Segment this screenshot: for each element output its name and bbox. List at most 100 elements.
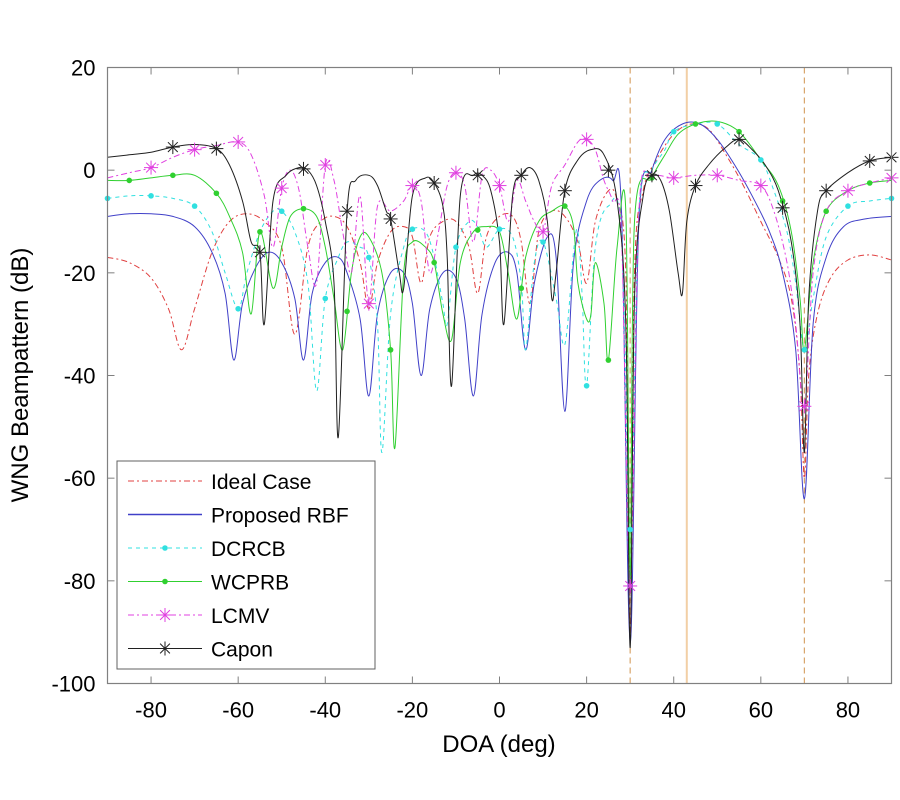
marker-wcprb: [562, 203, 568, 209]
legend-marker: [162, 545, 168, 551]
marker-lcmv: [797, 399, 812, 414]
marker-dcrcb: [409, 226, 416, 232]
marker-capon: [296, 161, 311, 176]
marker-capon: [383, 211, 398, 226]
marker-lcmv: [318, 158, 333, 173]
marker-lcmv: [492, 178, 507, 193]
legend-entry-wcprb: WCPRB: [128, 572, 289, 595]
series-line-ideal-case: [107, 123, 892, 633]
marker-wcprb: [300, 205, 307, 212]
marker-lcmv: [187, 142, 202, 157]
marker-lcmv: [666, 170, 681, 185]
marker-capon: [601, 163, 616, 178]
marker-capon: [340, 204, 355, 219]
series-line-proposed-rbf: [107, 121, 892, 643]
marker-dcrcb: [758, 157, 764, 163]
legend-entry-proposed-rbf: Proposed RBF: [128, 505, 349, 528]
x-tick-labels: -80 -60 -40 -20 0 20 40 60 80: [135, 698, 860, 723]
marker-dcrcb: [496, 226, 503, 232]
marker-wcprb: [257, 228, 263, 235]
x-tick-label: -40: [309, 698, 341, 723]
marker-capon: [819, 183, 834, 198]
marker-dcrcb: [714, 121, 721, 127]
marker-capon: [470, 168, 485, 183]
marker-lcmv: [579, 132, 594, 147]
marker-capon: [557, 183, 572, 198]
x-axis-label: DOA (deg): [442, 731, 555, 758]
y-tick-label: -80: [64, 569, 96, 594]
marker-wcprb: [387, 347, 394, 353]
marker-dcrcb: [583, 382, 590, 389]
marker-lcmv: [536, 224, 551, 239]
marker-lcmv: [623, 578, 638, 593]
marker-wcprb: [736, 128, 742, 135]
legend-label: Proposed RBF: [211, 505, 349, 528]
marker-dcrcb: [801, 347, 808, 353]
marker-wcprb: [692, 121, 699, 127]
marker-wcprb: [126, 177, 133, 184]
x-tick-label: 20: [574, 698, 598, 723]
marker-wcprb: [170, 172, 176, 179]
marker-lcmv: [144, 160, 159, 175]
marker-wcprb: [866, 180, 873, 186]
x-tick-label: 80: [836, 698, 860, 723]
marker-dcrcb: [540, 239, 546, 245]
marker-dcrcb: [453, 244, 459, 250]
marker-wcprb: [823, 208, 829, 215]
marker-capon: [514, 168, 529, 183]
y-tick-label: -60: [64, 466, 96, 491]
marker-dcrcb: [191, 203, 198, 209]
y-axis-label: WNG Beampattern (dB): [7, 248, 34, 503]
marker-dcrcb: [627, 526, 633, 533]
legend-box: [116, 460, 376, 670]
marker-capon: [644, 168, 659, 183]
marker-capon: [427, 176, 442, 190]
y-tick-label: -100: [51, 672, 95, 697]
marker-wcprb: [518, 285, 525, 292]
marker-dcrcb: [148, 193, 154, 199]
marker-dcrcb: [235, 305, 241, 312]
legend-entry-lcmv: LCMV: [128, 605, 269, 628]
marker-capon: [165, 140, 180, 155]
marker-wcprb: [605, 357, 612, 363]
legend-marker: [162, 578, 168, 585]
y-tick-label: -40: [64, 364, 96, 389]
marker-dcrcb: [278, 208, 285, 215]
marker-lcmv: [710, 168, 725, 183]
series-line-wcprb: [107, 120, 892, 582]
legend-entry-dcrcb: DCRCB: [128, 538, 286, 561]
marker-lcmv: [840, 183, 855, 198]
y-tick-labels: 20 0 -20 -40 -60 -80 -100: [51, 56, 95, 697]
marker-capon: [252, 245, 267, 260]
marker-lcmv: [231, 134, 246, 149]
legend-entry-capon: Capon: [128, 639, 273, 662]
marker-lcmv: [361, 296, 376, 311]
x-tick-label: -60: [222, 698, 254, 723]
marker-capon: [862, 153, 877, 168]
axis-ticks: [107, 67, 892, 684]
marker-wcprb: [344, 308, 350, 315]
y-tick-label: -20: [64, 261, 96, 286]
x-tick-label: -80: [135, 698, 167, 723]
series-line-dcrcb: [107, 121, 892, 531]
marker-lcmv: [448, 165, 463, 180]
marker-wcprb: [213, 190, 220, 197]
legend-marker: [158, 608, 172, 622]
legend-entry-ideal-case: Ideal Case: [128, 471, 311, 494]
x-tick-label: 60: [749, 698, 773, 723]
legend: Ideal Case Proposed RBF DCRCB WCPRB LCMV Capo…: [116, 460, 376, 670]
marker-wcprb: [431, 259, 437, 266]
y-tick-label: 20: [71, 56, 95, 81]
marker-capon: [688, 178, 703, 193]
x-tick-label: 40: [661, 698, 685, 723]
marker-dcrcb: [366, 254, 372, 261]
x-tick-label: 0: [493, 698, 505, 723]
marker-wcprb: [474, 227, 481, 233]
legend-label: DCRCB: [211, 538, 286, 561]
marker-lcmv: [274, 181, 289, 196]
marker-dcrcb: [670, 128, 677, 135]
marker-capon: [775, 200, 790, 215]
legend-label: Ideal Case: [211, 471, 311, 494]
y-tick-label: 0: [83, 158, 95, 183]
